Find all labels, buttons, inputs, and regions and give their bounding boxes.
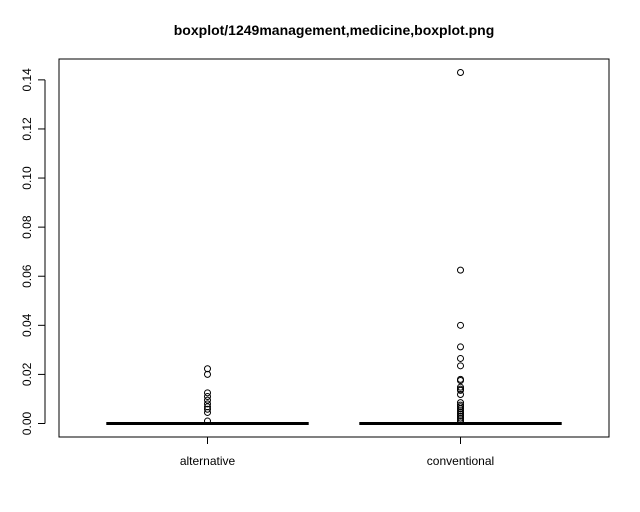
outlier-point [457, 386, 464, 394]
outlier-point [457, 343, 464, 351]
outlier-point [457, 69, 464, 76]
outlier-point [457, 266, 464, 274]
outlier-point [204, 400, 211, 408]
outlier-point [457, 412, 464, 420]
outlier-point [457, 321, 464, 329]
outlier-point [457, 405, 464, 413]
chart-title: boxplot/1249management,medicine,boxplot.… [174, 22, 495, 38]
y-axis: 0.00 0.02 0.04 0.06 0.08 0.10 0.12 0.14 [20, 68, 46, 435]
y-tick-label: 0.04 [20, 313, 34, 337]
box-series [106, 69, 562, 426]
y-tick-label: 0.06 [20, 264, 34, 288]
outlier-point [204, 393, 211, 400]
x-axis: alternative conventional [180, 437, 494, 468]
y-tick-label: 0.00 [20, 411, 34, 435]
y-tick-label: 0.10 [20, 166, 34, 190]
outlier-point [204, 396, 211, 404]
box-conventional [359, 69, 562, 426]
y-tick-label: 0.12 [20, 117, 34, 141]
plot-area [58, 58, 610, 438]
outlier-point [204, 405, 211, 413]
y-tick-label: 0.02 [20, 362, 34, 386]
outlier-point [204, 370, 211, 378]
outlier-point [457, 362, 464, 370]
outlier-point [457, 354, 464, 362]
outlier-point [457, 418, 464, 426]
x-tick-label: conventional [427, 454, 494, 468]
outlier-point [457, 383, 464, 391]
outlier-point [204, 408, 211, 416]
box-alternative [106, 365, 309, 425]
outlier-point [204, 389, 211, 397]
outlier-point [457, 391, 464, 399]
outlier-point [204, 417, 211, 425]
outlier-point [457, 377, 464, 385]
x-tick-label: alternative [180, 454, 236, 468]
y-tick-label: 0.14 [20, 68, 34, 92]
y-tick-label: 0.08 [20, 215, 34, 239]
outlier-point [204, 365, 211, 373]
